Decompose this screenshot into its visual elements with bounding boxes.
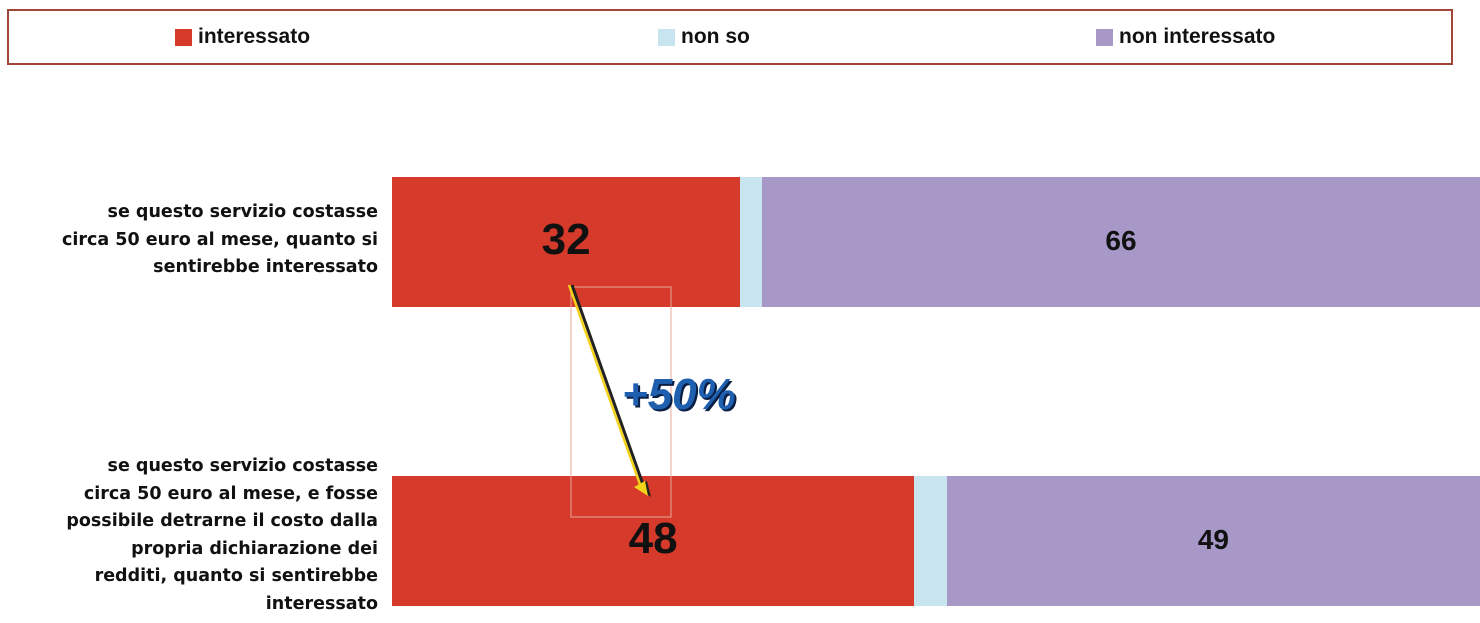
category-label-1-line: se questo servizio costasse <box>107 202 378 222</box>
legend-item-non-so: non so <box>658 25 750 49</box>
bar-value-non-interessato-row-2: 49 <box>1197 523 1230 555</box>
bar-non-so-row-1 <box>740 177 762 307</box>
legend-item-interessato: interessato <box>175 25 310 49</box>
legend-label-interessato: interessato <box>198 25 311 48</box>
bar-value-non-interessato-row-1: 66 <box>1105 224 1137 256</box>
bar-value-interessato-row-2: 48 <box>628 513 678 563</box>
annotation-arrow <box>567 284 644 491</box>
legend-label-non-interessato: non interessato <box>1119 25 1276 48</box>
bar-non-interessato-row-2 <box>946 476 1480 606</box>
legend-swatch-interessato <box>175 28 192 46</box>
legend-swatch-non-interessato <box>1096 28 1113 46</box>
bar-non-so-row-2 <box>914 476 947 606</box>
legend: interessato non so non interessato <box>7 9 1453 65</box>
category-label-2-line: possibile detrarne il costo dalla <box>66 511 378 531</box>
category-label-2: se questo servizio costasse circa 50 eur… <box>0 453 378 618</box>
category-label-1: se questo servizio costasse circa 50 eur… <box>0 199 378 282</box>
category-label-2-line: se questo servizio costasse <box>107 456 378 476</box>
category-label-2-line: redditi, quanto si sentirebbe <box>94 566 378 586</box>
annotation-delta-label: +50% <box>622 370 736 419</box>
bar-interessato-row-1 <box>392 177 741 307</box>
legend-item-non-interessato: non interessato <box>1096 25 1275 49</box>
annotation-frame <box>570 286 672 518</box>
legend-swatch-non-so <box>658 28 675 46</box>
bar-non-interessato-row-1 <box>761 177 1480 307</box>
category-label-2-line: interessato <box>265 593 378 614</box>
category-label-2-line: propria dichiarazione dei <box>131 538 378 559</box>
category-label-1-line: circa 50 euro al mese, quanto si <box>62 229 378 250</box>
category-label-1-line: sentirebbe interessato <box>153 257 378 277</box>
category-label-2-line: circa 50 euro al mese, e fosse <box>83 483 378 504</box>
annotation-arrow-shadow <box>570 284 647 491</box>
bar-value-interessato-row-1: 32 <box>541 214 591 264</box>
annotation-arrowhead-fill <box>634 481 648 496</box>
legend-label-non-so: non so <box>681 25 750 48</box>
bar-interessato-row-2 <box>392 476 915 606</box>
